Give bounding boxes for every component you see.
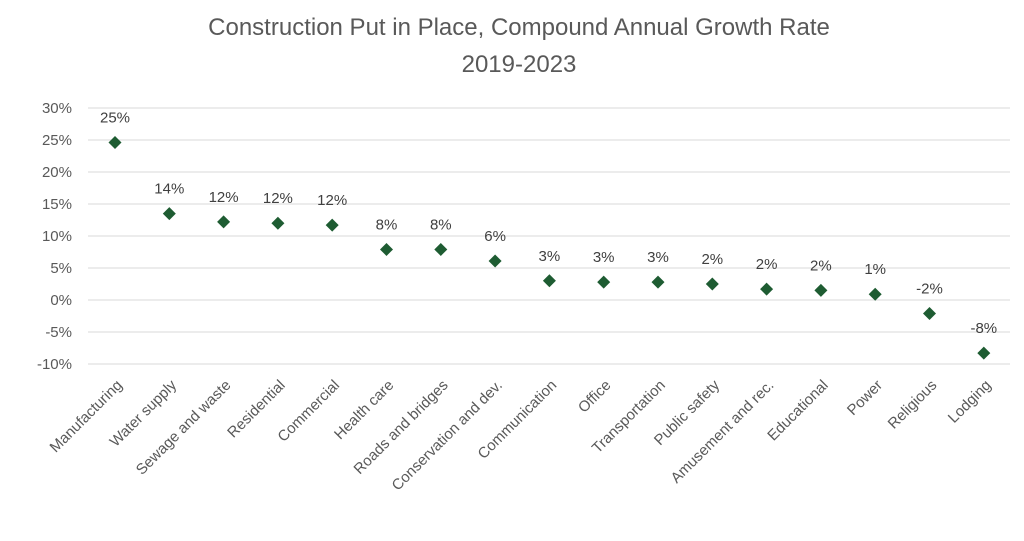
data-point [760, 282, 774, 296]
data-point [271, 216, 285, 230]
y-tick-label: 0% [50, 292, 72, 309]
data-point [597, 275, 611, 289]
data-label: 12% [209, 189, 239, 206]
gridlines [88, 107, 1010, 365]
chart-title: Construction Put in Place, Compound Annu… [208, 14, 830, 41]
data-label: -2% [916, 280, 943, 297]
data-point [380, 242, 393, 256]
data-label: 25% [100, 110, 130, 127]
x-tick-label: Office [575, 377, 615, 417]
data-label: 8% [376, 216, 398, 233]
data-label: 6% [484, 228, 506, 245]
y-tick-label: 15% [42, 196, 72, 213]
data-point [325, 218, 339, 232]
data-point [705, 277, 719, 291]
y-axis-tick-labels: 30% 25% 20% 15% 10% 5% 0% -5% -10% [37, 100, 72, 373]
data-point [488, 254, 502, 268]
x-tick-label: Sewage and waste [133, 377, 235, 479]
x-tick-label: Lodging [945, 377, 995, 427]
data-point [977, 346, 991, 360]
y-tick-label: 20% [42, 164, 72, 181]
data-label: 2% [701, 251, 723, 268]
data-point [108, 136, 122, 150]
y-tick-label: 10% [42, 228, 72, 245]
data-point [542, 274, 556, 288]
data-label: 1% [864, 261, 886, 278]
data-label: 14% [154, 181, 184, 198]
x-tick-label: Amusement and rec. [668, 377, 778, 487]
data-label: 2% [756, 256, 778, 273]
x-tick-label: Religious [885, 377, 941, 433]
x-tick-label: Power [844, 377, 886, 419]
data-labels: 25% 14% 12% 12% 12% 8% 8% 6% 3% 3% 3% 2% 2% 2% 1% -2% -8… [100, 110, 997, 338]
data-point [868, 287, 882, 301]
data-label: 3% [593, 249, 615, 266]
data-points [108, 136, 991, 360]
data-point [434, 242, 448, 256]
data-label: -8% [970, 320, 997, 337]
data-point [217, 215, 231, 229]
y-tick-label: 5% [50, 260, 72, 277]
data-label: 12% [263, 190, 293, 207]
y-tick-label: -10% [37, 356, 72, 373]
y-tick-label: -5% [45, 324, 72, 341]
data-label: 8% [430, 216, 452, 233]
data-label: 3% [647, 249, 669, 266]
data-label: 12% [317, 192, 347, 209]
data-point [651, 275, 665, 289]
data-point [814, 283, 828, 297]
y-tick-label: 25% [42, 132, 72, 149]
data-point [162, 207, 176, 221]
data-label: 2% [810, 257, 832, 274]
data-label: 3% [539, 248, 561, 265]
x-tick-label: Roads and bridges [351, 377, 452, 478]
y-tick-label: 30% [42, 100, 72, 117]
chart-subtitle: 2019-2023 [462, 51, 577, 78]
data-point [923, 306, 936, 320]
